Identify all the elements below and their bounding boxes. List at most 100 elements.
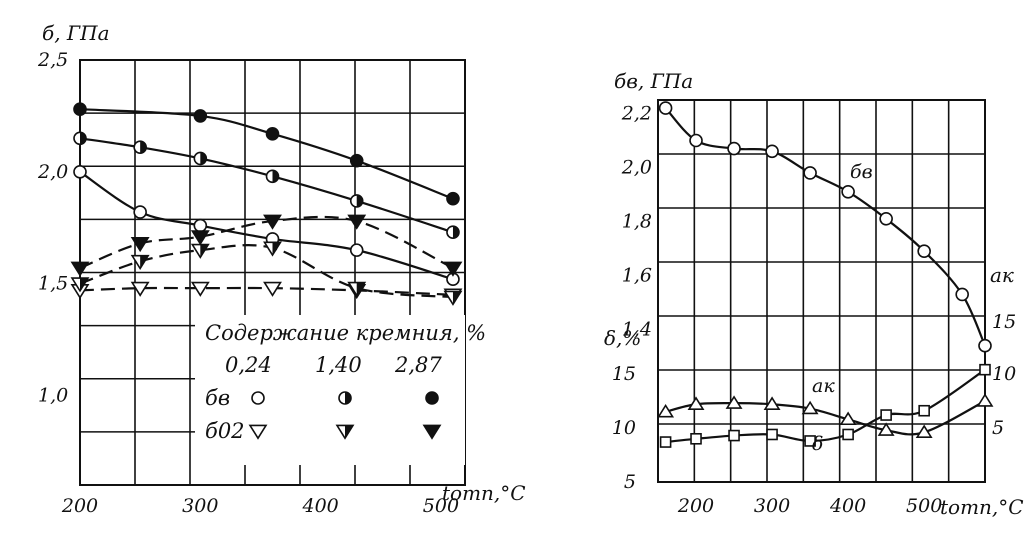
curve-label-delta: δ (812, 433, 823, 455)
data-point-sb-140 (349, 194, 364, 208)
legend-row-sb: бв (205, 386, 230, 410)
right-side-tick-label: 10 (992, 363, 1016, 385)
data-point-ak (801, 400, 819, 415)
data-point-delta (918, 404, 930, 417)
left-y-ticks: 2,5 2,0 1,5 1,0 (37, 49, 68, 407)
data-point-s02-024 (190, 281, 210, 297)
data-point-sb-140 (265, 169, 280, 184)
data-point-sb-287 (265, 127, 280, 141)
right-y-axis-title: бв, ГПа (614, 69, 693, 93)
legend-marker-circle-filled (425, 391, 439, 405)
series-line-s02-287 (79, 215, 454, 270)
data-point-sb (841, 185, 855, 199)
right-y2-axis-title: δ,% (604, 326, 641, 350)
data-point-sb-140 (446, 225, 460, 240)
data-point-s02-140 (190, 243, 210, 259)
data-point-delta (690, 432, 702, 445)
data-point-sb-287 (349, 153, 364, 168)
legend-col-140: 1,40 (315, 353, 362, 377)
left-x-tick-label: 200 (61, 495, 98, 517)
data-point-sb-287 (193, 109, 208, 123)
data-point-sb (689, 133, 703, 148)
data-point-sb (879, 212, 893, 226)
data-point-s02-140 (130, 254, 150, 271)
legend-title: Содержание кремния, % (205, 321, 486, 345)
data-point-s02-140 (443, 290, 463, 306)
data-point-s02-287 (263, 214, 282, 230)
right-side-axis-title: aк (990, 263, 1014, 287)
series-line-s02-140 (79, 244, 454, 299)
right-series (657, 101, 994, 448)
data-point-ak (877, 422, 895, 436)
data-point-sb (917, 244, 931, 258)
data-point-sb (727, 141, 741, 156)
legend-marker-tri-open (248, 424, 268, 440)
series-line-sb-287 (79, 108, 454, 200)
left-x-tick-label: 400 (301, 495, 338, 517)
left-y-axis-title: б, ГПа (42, 21, 110, 45)
data-point-sb-140 (73, 131, 87, 146)
data-point-delta (659, 436, 672, 448)
right-x-tick-label: 200 (677, 495, 714, 517)
legend-col-024: 0,24 (225, 353, 272, 377)
right-x-tick-label: 400 (829, 495, 866, 517)
series-line-sb (664, 107, 987, 347)
right-y2-ticks: 15 10 5 (612, 363, 636, 493)
data-point-ak (687, 396, 705, 410)
data-point-s02-140 (347, 281, 367, 297)
right-x-ticks: 200 300 400 500 (677, 495, 942, 517)
legend-marker-tri-filled (422, 424, 442, 440)
right-y-tick-label: 2,2 (621, 103, 652, 125)
right-x-axis-title: tотп,°C (940, 495, 1024, 519)
series-line-ak (665, 400, 986, 436)
data-point-sb-024 (133, 205, 147, 219)
right-side-tick-label: 5 (992, 417, 1004, 439)
legend-marker-circle-half (338, 391, 352, 405)
data-point-sb-024 (73, 165, 87, 179)
legend-col-287: 2,87 (394, 353, 442, 377)
data-point-sb-024 (193, 218, 208, 233)
right-y-ticks: 2,2 2,0 1,8 1,6 1,4 (621, 103, 652, 341)
right-x-tick-label: 300 (754, 495, 790, 517)
right-y-tick-label: 2,0 (621, 157, 652, 179)
data-point-s02-287 (347, 214, 367, 230)
right-y-tick-label: 1,4 (622, 319, 652, 341)
right-x-tick-label: 500 (906, 495, 942, 517)
data-point-delta (880, 409, 892, 421)
legend-row-s02: б02 (205, 419, 245, 443)
data-point-sb (765, 144, 779, 159)
data-point-s02-287 (70, 261, 90, 277)
data-point-sb-140 (193, 151, 208, 166)
data-point-delta (804, 435, 816, 447)
data-point-s02-287 (190, 230, 210, 246)
curve-label-ak: aк (812, 375, 835, 397)
data-point-s02-024 (130, 281, 150, 297)
right-y2-tick-label: 10 (612, 417, 636, 439)
legend-marker-tri-half (335, 424, 355, 440)
series-line-s02-024 (79, 286, 454, 296)
data-point-s02-287 (443, 261, 463, 277)
curve-label-sb: бв (850, 161, 873, 183)
right-plot-frame (657, 99, 986, 483)
data-point-sb-287 (73, 102, 87, 117)
data-point-sb-287 (446, 191, 460, 206)
right-grid (657, 99, 986, 483)
left-x-axis-title: tотп,°C (442, 481, 526, 505)
left-y-tick-label: 2,0 (37, 161, 68, 183)
left-y-tick-label: 2,5 (37, 49, 68, 71)
data-point-delta (766, 428, 778, 441)
data-point-s02-287 (130, 237, 150, 253)
left-y-tick-label: 1,5 (38, 273, 68, 295)
data-point-delta (842, 428, 854, 441)
data-point-sb-024 (349, 243, 364, 257)
data-point-ak (725, 395, 743, 409)
legend-marker-circle-open (251, 391, 265, 405)
data-point-ak (763, 396, 781, 410)
legend: Содержание кремния, % 0,24 1,40 2,87 бв … (195, 315, 486, 465)
left-series (70, 102, 463, 306)
data-point-ak (657, 403, 675, 418)
data-point-delta (728, 429, 740, 442)
left-x-ticks: 200 300 400 500 (61, 495, 459, 517)
right-y2-tick-label: 5 (624, 471, 636, 493)
